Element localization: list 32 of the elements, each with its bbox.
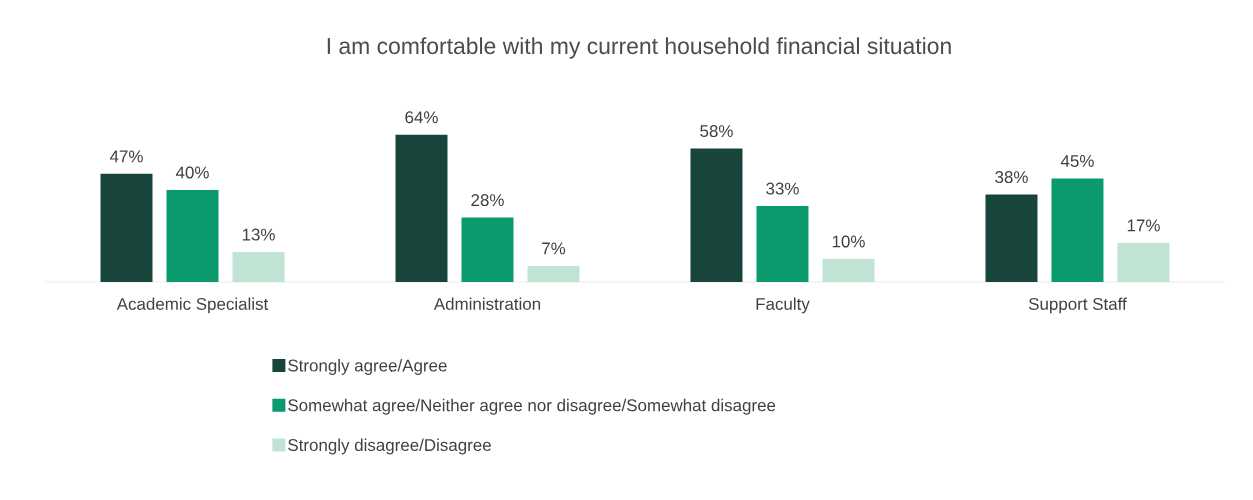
data-label: 47%: [109, 150, 143, 163]
bar: [1117, 242, 1170, 282]
x-tick-label: Faculty: [756, 297, 810, 314]
data-label: 10%: [832, 235, 865, 248]
data-label: 45%: [1060, 155, 1094, 167]
bar: [232, 252, 285, 282]
bar: [395, 134, 448, 282]
bar: [166, 189, 219, 282]
x-tick-label: Support Staff: [1028, 297, 1127, 314]
chart-title: I am comfortable with my current household financial situation: [327, 37, 951, 59]
data-label: 33%: [766, 182, 799, 195]
data-label: 7%: [542, 242, 566, 255]
data-label: 17%: [1127, 219, 1160, 232]
x-tick-label: Administration: [433, 297, 541, 310]
bar: [1051, 178, 1104, 282]
bar: [985, 194, 1038, 282]
data-label: 58%: [700, 125, 733, 138]
x-tick-label: Academic Specialist: [116, 297, 269, 314]
bar: [756, 206, 809, 282]
data-label: 28%: [471, 194, 504, 207]
bar: [690, 148, 743, 282]
legend-label: Strongly disagree/Disagree: [288, 438, 491, 455]
bar: [100, 173, 153, 282]
legend-label: Somewhat agree/Neither agree nor disagree/Somewhat disagree: [288, 398, 776, 415]
data-label: 13%: [242, 228, 275, 241]
data-label: 40%: [175, 166, 209, 179]
data-label: 38%: [995, 171, 1028, 184]
bar: [822, 258, 875, 282]
bar: [461, 217, 514, 282]
data-label: 64%: [405, 111, 438, 124]
bar: [527, 265, 580, 282]
legend-label: Strongly agree/Agree: [288, 359, 447, 375]
